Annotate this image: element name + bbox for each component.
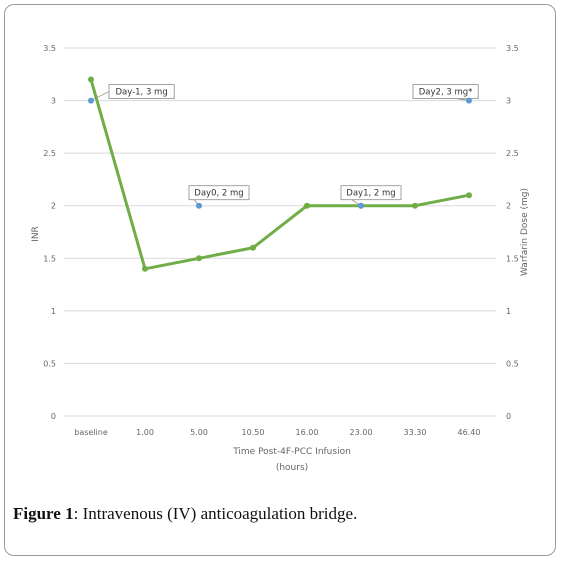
dose-point	[466, 97, 472, 104]
y2-tick-label: 2.5	[506, 149, 519, 158]
y-tick-label: 1	[51, 307, 56, 316]
caption-text: : Intravenous (IV) anticoagulation bridg…	[73, 504, 358, 523]
x-tick-label: 5.00	[190, 428, 208, 437]
x-axis-title-line2: (hours)	[276, 463, 308, 473]
y2-tick-label: 3.5	[506, 44, 519, 53]
dose-label: Day-1, 3 mg	[115, 88, 167, 98]
x-tick-label: 10.50	[242, 428, 265, 437]
dose-callout-box	[412, 84, 479, 99]
y-tick-label: 3.5	[43, 44, 56, 53]
inr-line	[89, 79, 470, 271]
y2-axis-title: Warfarin Dose (mg)	[520, 188, 530, 276]
dose-label: Day1, 2 mg	[346, 189, 395, 199]
y2-tick-label: 0	[506, 412, 511, 421]
inr-point	[250, 244, 256, 251]
x-tick-label: baseline	[74, 428, 108, 437]
dose-point	[358, 202, 364, 209]
inr-point	[196, 255, 202, 262]
y-tick-label: 3	[51, 97, 56, 106]
inr-point	[304, 202, 310, 209]
y2-tick-label: 1	[506, 307, 511, 316]
x-axis-title: Time Post-4F-PCC Infusion	[232, 447, 351, 457]
y-tick-label: 0.5	[43, 359, 56, 368]
y2-tick-label: 0.5	[506, 359, 519, 368]
caption-label: Figure 1	[13, 504, 74, 523]
y-tick-label: 2.5	[43, 149, 56, 158]
y2-tick-label: 1.5	[506, 254, 519, 263]
dose-callout-box	[340, 185, 402, 201]
dose-callout-box	[188, 185, 250, 201]
dose-label: Day0, 2 mg	[194, 189, 243, 199]
dose-callout-line	[90, 91, 110, 101]
inr-point	[412, 202, 418, 209]
y2-tick-label: 2	[506, 202, 511, 211]
x-tick-label: 16.00	[296, 428, 319, 437]
y-axis-title: INR	[31, 226, 41, 242]
x-tick-label: 23.00	[350, 428, 373, 437]
inr-point	[142, 265, 148, 272]
y-tick-label: 1.5	[43, 254, 56, 263]
y-tick-label: 0	[51, 412, 56, 421]
x-tick-label: 46.40	[458, 428, 481, 437]
x-tick-label: 1.00	[136, 428, 154, 437]
y-tick-label: 2	[51, 202, 56, 211]
dose-point	[88, 97, 94, 104]
y2-tick-label: 3	[506, 97, 511, 106]
dose-label: Day2, 3 mg*	[419, 88, 473, 98]
inr-point	[88, 76, 94, 83]
dose-callout-box	[108, 84, 175, 99]
inr-point	[466, 192, 472, 199]
figure-caption: Figure 1: Intravenous (IV) anticoagulati…	[13, 504, 357, 524]
dose-point	[196, 202, 202, 209]
x-tick-label: 33.30	[404, 428, 427, 437]
